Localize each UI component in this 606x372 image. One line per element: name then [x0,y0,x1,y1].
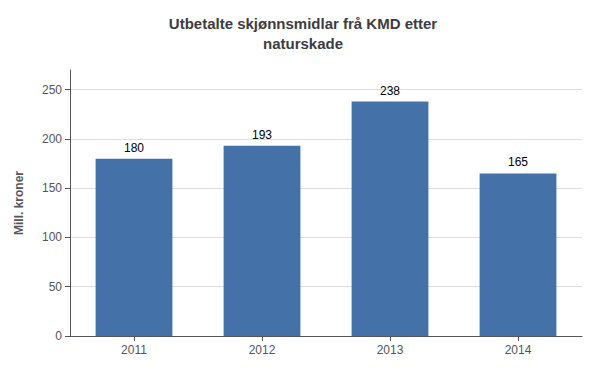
svg-text:2012: 2012 [249,343,276,357]
svg-text:250: 250 [42,83,62,97]
svg-text:Utbetalte skjønnsmidlar frå KM: Utbetalte skjønnsmidlar frå KMD etter [169,15,438,32]
svg-text:50: 50 [49,280,63,294]
svg-text:100: 100 [42,230,62,244]
svg-text:2014: 2014 [505,343,532,357]
svg-text:165: 165 [508,155,528,169]
svg-text:200: 200 [42,132,62,146]
svg-text:Mill. kroner: Mill. kroner [12,171,26,235]
svg-text:193: 193 [252,128,272,142]
svg-text:naturskade: naturskade [263,35,343,52]
svg-text:0: 0 [55,329,62,343]
svg-text:2013: 2013 [377,343,404,357]
svg-text:150: 150 [42,181,62,195]
svg-text:180: 180 [124,141,144,155]
svg-text:2011: 2011 [121,343,147,357]
svg-text:238: 238 [380,84,400,98]
